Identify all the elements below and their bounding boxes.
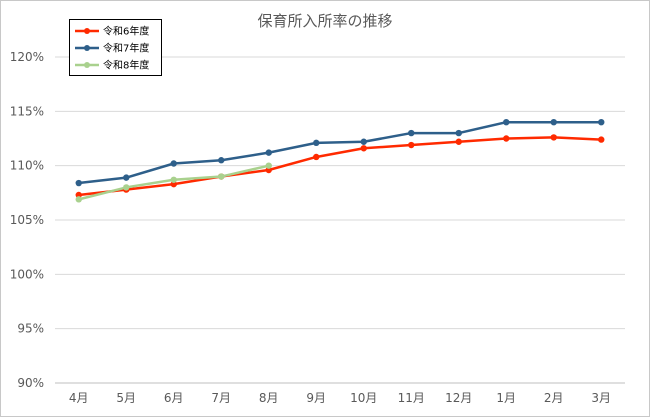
y-tick-label: 115% — [10, 104, 44, 118]
data-point — [455, 138, 462, 145]
x-tick-label: 5月 — [116, 391, 136, 405]
legend-swatch-marker — [84, 62, 90, 68]
data-point — [408, 129, 415, 137]
series-1 — [75, 134, 605, 199]
x-tick-label: 3月 — [591, 391, 611, 405]
y-axis-tick-labels: 90% 95% 100% 105% 110% 115% 120% — [10, 50, 44, 390]
series-3 — [75, 162, 272, 203]
x-tick-label: 10月 — [350, 391, 377, 405]
chart-title: 保育所入所率の推移 — [257, 12, 392, 30]
legend-item: 令和8年度 — [75, 59, 149, 72]
data-point — [598, 119, 605, 126]
data-point — [550, 134, 557, 141]
data-point — [598, 136, 605, 143]
data-point — [218, 173, 225, 180]
x-axis-tick-labels: 4月 5月 6月 7月 8月 9月 10月 11月 12月 1月 2月 3月 — [69, 391, 611, 405]
legend-label: 令和8年度 — [103, 59, 149, 72]
x-tick-label: 7月 — [211, 391, 231, 405]
x-tick-label: 1月 — [496, 391, 516, 405]
gridlines — [55, 56, 625, 384]
data-point — [550, 119, 557, 126]
legend-swatch-marker — [84, 45, 90, 51]
data-point — [170, 176, 177, 183]
data-point — [170, 160, 177, 167]
y-tick-label: 95% — [17, 322, 44, 336]
data-point — [313, 139, 320, 147]
data-point — [75, 179, 82, 187]
data-point — [360, 145, 367, 152]
series-line — [78, 120, 602, 185]
data-point — [123, 184, 130, 191]
y-tick-label: 90% — [17, 376, 44, 390]
y-tick-label: 105% — [10, 213, 44, 227]
data-point — [408, 141, 415, 149]
legend-item: 令和7年度 — [75, 42, 149, 55]
y-tick-label: 120% — [10, 50, 44, 64]
y-tick-label: 100% — [10, 267, 44, 281]
data-point — [265, 162, 272, 169]
legend-item: 令和6年度 — [75, 25, 149, 38]
data-point — [265, 149, 272, 156]
x-tick-label: 4月 — [69, 391, 89, 405]
legend-label: 令和7年度 — [103, 42, 149, 55]
x-tick-label: 8月 — [259, 391, 279, 405]
data-point — [313, 153, 320, 161]
x-tick-label: 9月 — [306, 391, 326, 405]
x-tick-label: 12月 — [445, 391, 472, 405]
legend-label: 令和6年度 — [103, 25, 149, 38]
series-lines — [75, 119, 605, 203]
x-tick-label: 11月 — [398, 391, 425, 405]
data-point — [123, 174, 130, 181]
y-tick-label: 110% — [10, 159, 44, 173]
x-tick-label: 2月 — [544, 391, 564, 405]
series-2 — [75, 119, 605, 187]
data-point — [503, 119, 510, 126]
data-point — [455, 129, 462, 137]
data-point — [75, 196, 82, 203]
series-line — [78, 136, 602, 197]
data-point — [503, 135, 510, 142]
legend-swatch-marker — [84, 28, 90, 34]
data-point — [360, 138, 367, 145]
data-point — [218, 157, 225, 164]
x-tick-label: 6月 — [164, 391, 184, 405]
